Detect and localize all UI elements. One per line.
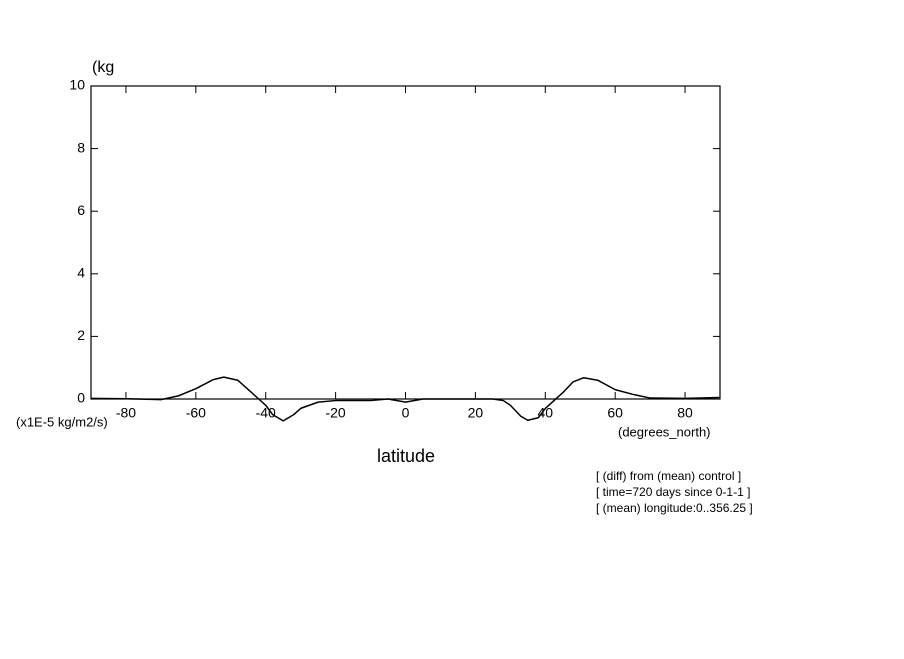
x-tick-label: 60 xyxy=(607,405,623,421)
y-tick-label: 2 xyxy=(77,327,85,343)
x-units: (degrees_north) xyxy=(618,424,711,439)
x-tick-label: -20 xyxy=(325,405,345,421)
y-label: (kg xyxy=(92,59,114,76)
y-tick-label: 4 xyxy=(77,265,85,281)
x-label: latitude xyxy=(377,446,435,466)
y-tick-label: 6 xyxy=(77,202,85,218)
data-line xyxy=(90,376,721,422)
annotation: [ (diff) from (mean) control ] xyxy=(596,469,741,483)
y-tick-label: 10 xyxy=(69,77,85,93)
x-tick-label: 0 xyxy=(402,405,410,421)
x-tick-label: -80 xyxy=(116,405,136,421)
y-tick-label: 0 xyxy=(77,390,85,406)
x-tick-label: -40 xyxy=(256,405,276,421)
annotation: [ time=720 days since 0-1-1 ] xyxy=(596,485,750,499)
x-tick-label: 40 xyxy=(537,405,553,421)
y-units: (x1E-5 kg/m2/s) xyxy=(16,414,108,429)
x-tick-label: -60 xyxy=(186,405,206,421)
x-tick-label: 20 xyxy=(468,405,484,421)
y-tick-label: 8 xyxy=(77,139,85,155)
annotation: [ (mean) longitude:0..356.25 ] xyxy=(596,501,753,515)
x-tick-label: 80 xyxy=(677,405,693,421)
plot-frame xyxy=(90,85,721,400)
